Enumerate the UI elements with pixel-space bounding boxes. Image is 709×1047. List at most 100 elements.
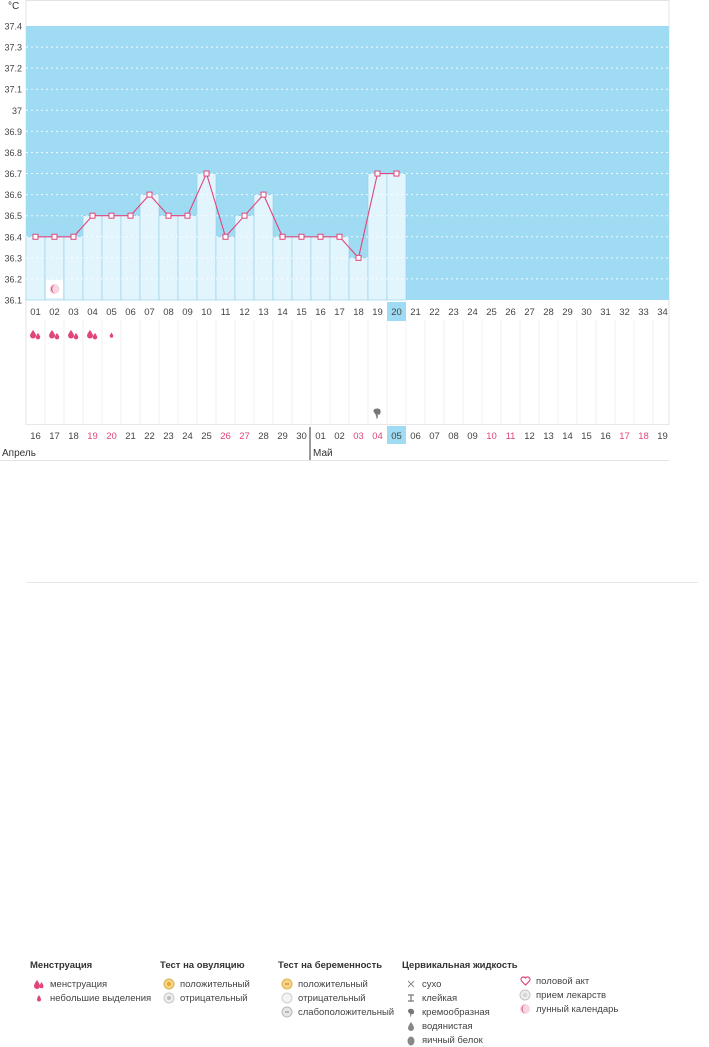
y-tick-label: 36.1	[4, 296, 22, 306]
cycle-day-label: 11	[221, 307, 231, 318]
temperature-point	[165, 212, 172, 219]
temperature-point	[241, 212, 248, 219]
cycle-day-label: 09	[182, 307, 193, 318]
temperature-point	[89, 212, 96, 219]
pregnancy-negative-icon	[278, 992, 296, 1004]
calendar-date-label: 16	[600, 431, 611, 442]
temperature-chart: 36.1 36.2 36.3 36.4 36.5 36.6 36.7 36.8 36.9 37 37…	[0, 0, 670, 461]
watery-drop-icon	[402, 1021, 420, 1032]
dry-cross-icon	[402, 979, 420, 989]
y-tick-label: 36.5	[4, 211, 22, 221]
cycle-day-label: 23	[448, 307, 459, 318]
legend-item: половой акт	[516, 974, 618, 988]
cycle-day-label: 30	[581, 307, 592, 318]
temperature-bar	[272, 236, 293, 301]
cycle-day-label: 18	[353, 307, 364, 318]
temperature-polyline	[35, 171, 397, 260]
legend-item: положительный	[160, 977, 250, 991]
small-drop-icon	[30, 993, 48, 1003]
cycle-day-label: 02	[49, 307, 60, 318]
temperature-points	[32, 170, 400, 261]
legend-label: сухо	[422, 978, 442, 990]
legend-item: менструация	[30, 977, 151, 991]
calendar-date-label: 23	[163, 431, 174, 442]
legend-label: отрицательный	[180, 992, 248, 1004]
legend-label: яичный белок	[422, 1034, 483, 1046]
heart-icon	[516, 976, 534, 986]
cycle-day-label: 05	[106, 307, 117, 318]
calendar-date-label: 18	[638, 431, 649, 442]
chart-gridlines	[26, 46, 669, 280]
menstruation-drops-icon	[30, 978, 48, 990]
temperature-point	[70, 233, 77, 240]
calendar-date-label: 08	[448, 431, 459, 442]
menstruation-icon	[54, 333, 60, 340]
temperature-point	[184, 212, 191, 219]
calendar-date-label: 15	[581, 431, 592, 442]
menstruation-icon	[68, 330, 74, 339]
legend: Менструация менструация небольшие выделе…	[0, 480, 709, 1046]
cycle-day-label: 10	[201, 307, 212, 318]
temperature-point	[317, 233, 324, 240]
legend-ovulation-test: Тест на овуляцию положительный отрицател…	[160, 960, 250, 1005]
calendar-date-label: 17	[49, 431, 60, 442]
cycle-day-label: 14	[277, 307, 288, 318]
cycle-day-labels: 01 02 03 04 05 06 07 08 09 10 11 12 13 14 15 16 17 18 19 20…	[30, 302, 668, 321]
cycle-day-label: 19	[372, 307, 383, 318]
calendar-date-label: 10	[486, 431, 497, 442]
ovulation-negative-icon	[160, 992, 178, 1004]
y-tick-label: 37	[12, 106, 22, 116]
calendar-date-label: 30	[296, 431, 307, 442]
calendar-date-label: 03	[353, 431, 364, 442]
cycle-day-label: 03	[68, 307, 79, 318]
egg-white-icon	[402, 1035, 420, 1046]
calendar-date-label: 28	[258, 431, 269, 442]
temperature-point	[108, 212, 115, 219]
pregnancy-positive-icon	[278, 978, 296, 990]
legend-item: водянистая	[402, 1019, 518, 1033]
temperature-bar	[329, 236, 350, 301]
temperature-bar	[63, 236, 84, 301]
calendar-date-label: 26	[220, 431, 231, 442]
menstruation-icon	[73, 333, 79, 340]
calendar-date-label: 05	[391, 431, 402, 442]
legend-label: слабоположительный	[298, 1006, 395, 1018]
legend-item: отрицательный	[160, 991, 250, 1005]
cycle-day-label: 34	[657, 307, 668, 318]
calendar-date-label: 24	[182, 431, 193, 442]
calendar-date-label: 20	[106, 431, 117, 442]
pregnancy-weak-positive-icon	[278, 1006, 296, 1018]
calendar-date-label: 02	[334, 431, 345, 442]
menstruation-icon	[35, 333, 41, 340]
temperature-line	[35, 171, 397, 260]
legend-label: менструация	[50, 978, 108, 990]
legend-label: прием лекарств	[536, 989, 607, 1001]
cycle-day-label: 21	[410, 307, 421, 318]
legend-item: положительный	[278, 977, 394, 991]
cycle-day-label: 13	[258, 307, 269, 318]
temperature-point	[393, 170, 400, 177]
cycle-day-label: 31	[600, 307, 611, 318]
pill-icon	[516, 989, 534, 1001]
cycle-day-label: 12	[239, 307, 250, 318]
temperature-point	[355, 254, 362, 261]
cycle-day-label: 28	[543, 307, 554, 318]
legend-item: отрицательный	[278, 991, 394, 1005]
calendar-date-label: 22	[144, 431, 155, 442]
calendar-date-label: 25	[201, 431, 212, 442]
calendar-date-label: 12	[524, 431, 535, 442]
calendar-date-label: 21	[125, 431, 136, 442]
cycle-day-label: 33	[638, 307, 649, 318]
sticky-icon	[402, 993, 420, 1003]
legend-label: небольшие выделения	[50, 992, 152, 1004]
cycle-day-label: 20	[391, 307, 402, 318]
cycle-day-label: 04	[87, 307, 98, 318]
cycle-day-label: 32	[619, 307, 630, 318]
calendar-date-label: 06	[410, 431, 421, 442]
legend-label: положительный	[180, 978, 250, 990]
temperature-point	[127, 212, 134, 219]
current-date-highlight	[387, 426, 406, 444]
legend-label: лунный календарь	[536, 1003, 619, 1015]
temperature-point	[336, 233, 343, 240]
spotting-icon	[109, 332, 114, 338]
